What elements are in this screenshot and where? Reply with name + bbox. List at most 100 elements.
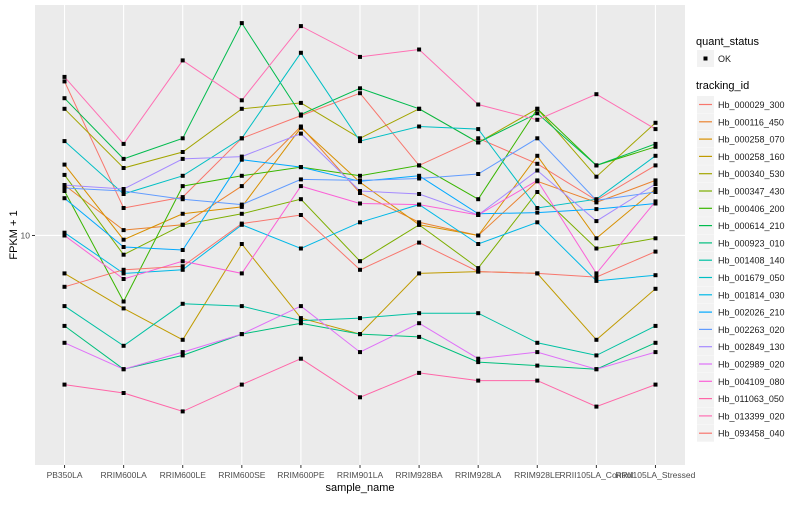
data-point bbox=[358, 54, 362, 59]
data-point bbox=[417, 370, 422, 375]
data-point bbox=[535, 206, 540, 210]
data-point bbox=[535, 168, 540, 173]
data-point bbox=[535, 136, 540, 141]
data-point bbox=[358, 201, 362, 206]
data-point bbox=[239, 21, 244, 26]
data-point bbox=[239, 202, 244, 207]
data-point bbox=[476, 266, 481, 271]
data-point bbox=[121, 156, 126, 161]
data-point bbox=[62, 74, 67, 79]
data-point bbox=[476, 378, 481, 383]
data-point bbox=[594, 163, 599, 168]
shape-legend-label-ok: OK bbox=[718, 54, 731, 64]
data-point bbox=[653, 199, 658, 204]
data-point bbox=[594, 353, 599, 358]
legend-label: Hb_000116_450 bbox=[718, 117, 784, 127]
x-tick-label: PB350LA bbox=[47, 470, 83, 480]
data-point bbox=[476, 102, 481, 107]
data-point bbox=[239, 332, 244, 337]
data-point bbox=[62, 189, 67, 193]
x-tick-label: RRII105LA_Control bbox=[560, 470, 634, 480]
legend-item: Hb_013399_020 bbox=[697, 407, 785, 425]
data-point bbox=[180, 267, 185, 272]
data-point bbox=[653, 249, 658, 254]
x-axis-title: sample_name bbox=[325, 482, 394, 494]
data-point bbox=[653, 187, 658, 191]
legend-item: Hb_002989_020 bbox=[697, 355, 785, 373]
x-tick-label: RRIM600LE bbox=[160, 470, 207, 480]
data-point bbox=[180, 156, 185, 161]
legend-item: Hb_001408_140 bbox=[697, 251, 785, 269]
data-point bbox=[358, 91, 362, 96]
data-point bbox=[121, 245, 126, 249]
data-point bbox=[180, 150, 185, 154]
legend-item: Hb_001814_030 bbox=[697, 286, 785, 304]
data-point bbox=[594, 207, 599, 212]
data-point bbox=[239, 204, 244, 209]
grid-lines bbox=[35, 5, 685, 465]
legend-label: Hb_000923_010 bbox=[718, 238, 785, 248]
data-point bbox=[535, 178, 540, 183]
x-tick-label: RRIM928LE bbox=[514, 470, 561, 480]
data-point bbox=[121, 391, 126, 395]
data-point bbox=[417, 192, 422, 196]
data-point bbox=[594, 200, 599, 205]
data-point bbox=[180, 222, 185, 227]
legend-item: Hb_002849_130 bbox=[697, 338, 785, 356]
data-point bbox=[358, 136, 362, 141]
data-point bbox=[653, 350, 658, 355]
data-point bbox=[62, 106, 67, 111]
data-point bbox=[358, 173, 362, 178]
legend-label: Hb_001679_050 bbox=[718, 273, 785, 283]
data-point bbox=[358, 316, 362, 321]
data-point bbox=[653, 153, 658, 158]
data-point bbox=[298, 316, 303, 321]
data-point bbox=[358, 267, 362, 272]
data-point bbox=[417, 321, 422, 326]
data-point bbox=[62, 323, 67, 328]
data-point bbox=[180, 264, 185, 269]
data-point bbox=[121, 343, 126, 348]
data-point bbox=[535, 111, 540, 116]
data-point bbox=[358, 350, 362, 355]
x-tick-label: RRIM928BA bbox=[395, 470, 443, 480]
shape-legend-point bbox=[703, 56, 708, 61]
legend-item: Hb_002263_020 bbox=[697, 320, 785, 338]
legend-item: Hb_001679_050 bbox=[697, 269, 785, 286]
legend-label: Hb_000258_070 bbox=[718, 135, 785, 145]
data-point bbox=[417, 222, 422, 227]
data-point bbox=[298, 246, 303, 251]
data-point bbox=[417, 334, 422, 339]
legend-item: Hb_011063_050 bbox=[697, 390, 784, 408]
legend-label: Hb_093458_040 bbox=[718, 429, 785, 439]
legend-label: Hb_013399_020 bbox=[718, 411, 785, 421]
data-point bbox=[121, 267, 126, 272]
data-point bbox=[653, 236, 658, 241]
data-point bbox=[535, 220, 540, 225]
data-point bbox=[62, 172, 67, 177]
data-point bbox=[358, 332, 362, 337]
data-point bbox=[239, 136, 244, 141]
x-tick-label: RRIM928LA bbox=[455, 470, 502, 480]
data-point bbox=[239, 304, 244, 309]
data-point bbox=[62, 139, 67, 144]
data-point bbox=[417, 47, 422, 52]
data-point bbox=[62, 162, 67, 167]
legend-label: Hb_004109_080 bbox=[718, 377, 785, 387]
data-point bbox=[121, 271, 126, 276]
data-point bbox=[653, 144, 658, 149]
x-tick-label: RRIM600SE bbox=[218, 470, 266, 480]
data-point bbox=[121, 166, 126, 170]
data-point bbox=[239, 221, 244, 226]
legend-label: Hb_000029_300 bbox=[718, 100, 785, 110]
data-point bbox=[180, 173, 185, 178]
data-point bbox=[121, 206, 126, 210]
legend-label: Hb_000406_200 bbox=[718, 204, 785, 214]
data-point bbox=[653, 141, 658, 146]
series-points bbox=[62, 21, 658, 414]
x-tick-label: RRIM600LA bbox=[100, 470, 147, 480]
data-point bbox=[358, 220, 362, 225]
data-point bbox=[653, 382, 658, 387]
legend-label: Hb_000340_530 bbox=[718, 169, 785, 179]
data-point bbox=[535, 117, 540, 122]
